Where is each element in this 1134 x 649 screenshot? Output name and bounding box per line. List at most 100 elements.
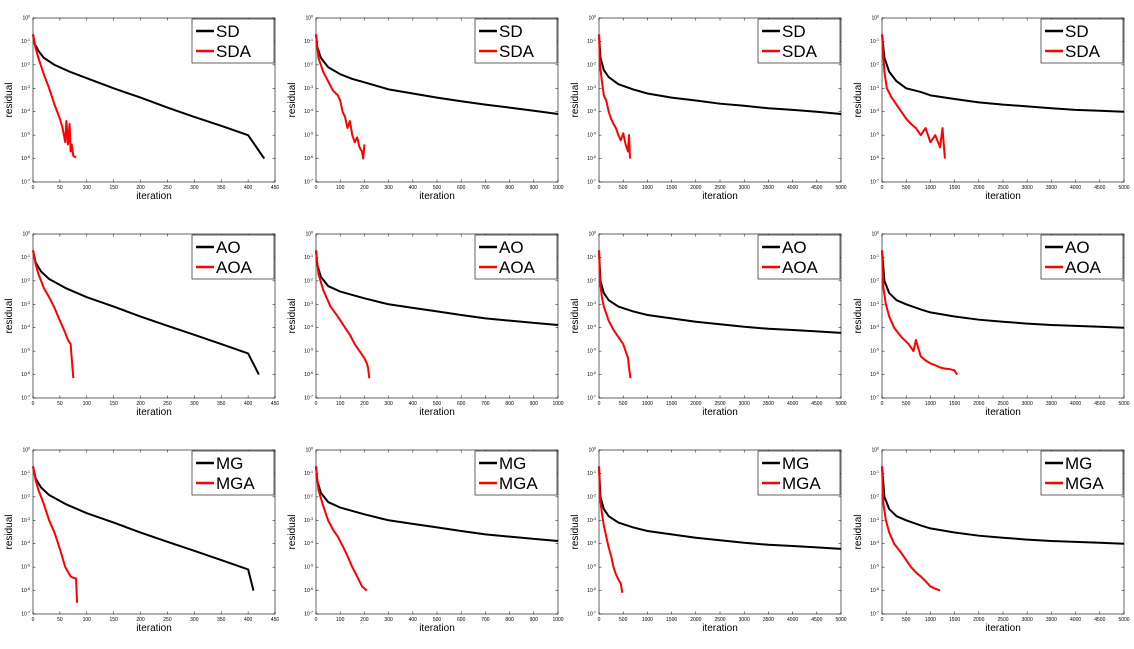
x-tick-label: 3500 (1046, 617, 1057, 623)
series-line-mg (315, 466, 559, 543)
y-tick: 10-6 (21, 371, 275, 378)
x-tick-label: 5000 (1118, 617, 1129, 623)
x-tick-label: 800 (505, 401, 514, 407)
legend-label: AOA (782, 258, 819, 277)
x-tick: 0 (881, 450, 884, 623)
y-tick-label: 100 (871, 231, 879, 238)
y-tick: 10-7 (870, 395, 1124, 402)
y-tick: 10-5 (870, 348, 1124, 355)
x-tick: 3000 (739, 450, 750, 623)
legend-item: MG (762, 454, 809, 473)
x-tick: 0 (315, 18, 318, 191)
x-tick-label: 300 (190, 617, 199, 623)
y-tick-label: 10-4 (870, 540, 879, 547)
x-tick-label: 3500 (1046, 185, 1057, 191)
series-line-aoa (315, 250, 371, 379)
x-tick-label: 300 (384, 617, 393, 623)
x-tick: 250 (163, 450, 172, 623)
y-tick: 10-6 (21, 155, 275, 162)
legend-item: SD (479, 22, 523, 41)
x-tick-label: 5000 (1118, 185, 1129, 191)
x-tick-label: 400 (409, 617, 418, 623)
y-tick-label: 10-5 (304, 132, 313, 139)
y-tick-label: 10-5 (587, 348, 596, 355)
y-tick: 100 (871, 447, 1124, 454)
x-tick-label: 0 (315, 401, 318, 407)
series-line-mga (881, 466, 941, 592)
y-tick: 10-3 (870, 517, 1124, 524)
chart-svg: 0 500 1000 1500 2000 2500 3000 3500 4000 4500 5000… (570, 15, 847, 203)
x-tick: 100 (336, 450, 345, 623)
y-tick-label: 10-6 (870, 587, 879, 594)
y-tick: 100 (305, 447, 558, 454)
x-tick-label: 3500 (763, 185, 774, 191)
y-tick-label: 100 (305, 15, 313, 22)
chart-svg: 0 500 1000 1500 2000 2500 3000 3500 4000 4500 5000… (853, 231, 1130, 419)
x-tick: 450 (271, 450, 279, 623)
y-tick: 10-3 (304, 517, 558, 524)
x-tick: 1500 (666, 18, 677, 191)
x-tick: 3000 (739, 18, 750, 191)
y-tick-label: 10-1 (587, 470, 596, 477)
legend-item: AO (1045, 238, 1090, 257)
x-tick-label: 4500 (811, 617, 822, 623)
x-tick-label: 150 (109, 617, 118, 623)
y-tick-label: 10-4 (870, 324, 879, 331)
y-tick-label: 100 (588, 15, 596, 22)
x-tick-label: 300 (384, 185, 393, 191)
x-tick-label: 800 (505, 185, 514, 191)
y-tick-label: 10-2 (870, 277, 879, 284)
y-tick: 10-6 (304, 155, 558, 162)
chart-panel: 0 50 100 150 200 250 300 350 400 450 100 10-1 10-2 10… (0, 432, 283, 648)
x-tick-label: 1500 (666, 185, 677, 191)
y-tick: 100 (871, 15, 1124, 22)
y-tick: 10-5 (870, 564, 1124, 571)
x-tick-label: 2500 (997, 185, 1008, 191)
x-tick: 2500 (997, 18, 1009, 191)
y-tick-label: 10-1 (870, 470, 879, 477)
x-tick: 450 (271, 234, 279, 407)
y-tick: 10-4 (304, 540, 558, 547)
legend-label: MGA (1065, 474, 1104, 493)
chart-svg: 0 500 1000 1500 2000 2500 3000 3500 4000 4500 5000… (570, 447, 847, 635)
y-tick-label: 10-3 (304, 517, 313, 524)
y-tick-label: 10-5 (870, 348, 879, 355)
y-tick-label: 10-6 (21, 371, 30, 378)
chart-svg: 0 500 1000 1500 2000 2500 3000 3500 4000 4500 5000… (570, 231, 847, 419)
legend-item: MG (1045, 454, 1092, 473)
y-tick-label: 10-1 (21, 470, 30, 477)
chart-svg: 0 50 100 150 200 250 300 350 400 450 100 10-1 10-2 10… (4, 447, 279, 635)
x-tick-label: 3000 (1022, 185, 1033, 191)
y-tick: 10-2 (304, 277, 558, 284)
x-tick: 400 (409, 18, 418, 191)
legend-label: AOA (216, 258, 253, 277)
legend-label: SD (216, 22, 240, 41)
legend-label: SDA (499, 42, 535, 61)
y-tick: 10-5 (304, 132, 558, 139)
x-tick: 0 (32, 18, 35, 191)
y-tick-label: 10-4 (304, 540, 313, 547)
x-tick-label: 4500 (811, 401, 822, 407)
x-tick-label: 1500 (949, 401, 960, 407)
y-tick: 100 (305, 231, 558, 238)
legend-item: MGA (196, 474, 255, 493)
y-tick: 10-2 (304, 61, 558, 68)
x-tick-label: 4000 (1070, 401, 1081, 407)
chart-panel: 0 500 1000 1500 2000 2500 3000 3500 4000 4500 5000… (849, 432, 1132, 648)
y-tick: 10-7 (304, 395, 558, 402)
y-tick: 10-4 (304, 324, 558, 331)
y-tick: 100 (22, 447, 275, 454)
x-tick: 100 (336, 234, 345, 407)
x-axis-label: iteration (702, 623, 738, 634)
y-tick: 10-7 (21, 395, 275, 402)
y-tick-label: 10-3 (870, 85, 879, 92)
x-tick: 1000 (925, 18, 936, 191)
legend-label: MGA (782, 474, 821, 493)
x-tick-label: 500 (433, 401, 442, 407)
x-tick-label: 400 (409, 185, 418, 191)
y-tick: 10-6 (304, 371, 558, 378)
y-tick-label: 10-1 (587, 38, 596, 45)
x-tick: 2000 (973, 234, 985, 407)
y-tick-label: 10-5 (21, 348, 30, 355)
